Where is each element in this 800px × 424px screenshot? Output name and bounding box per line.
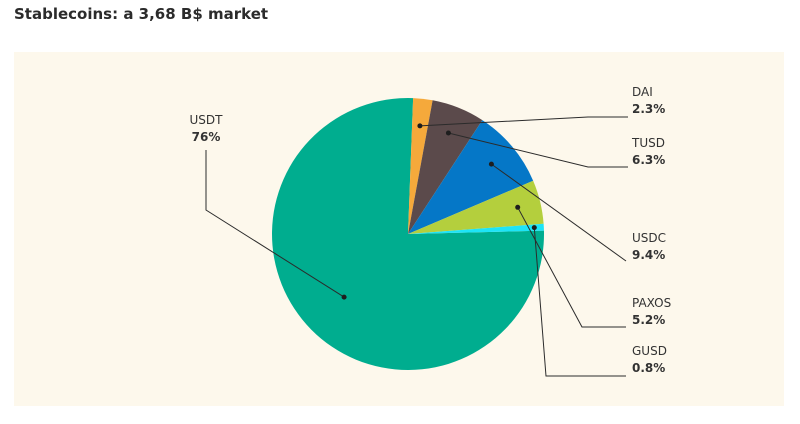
slice-value-gusd: 0.8%: [632, 361, 665, 375]
leader-line-paxos: [517, 207, 626, 328]
pie-slices: [272, 98, 545, 371]
leader-dot-usdt: [341, 294, 347, 300]
leader-dot-usdc: [488, 161, 494, 167]
pie-slice-usdc: [408, 120, 534, 234]
slice-name-gusd: GUSD: [632, 344, 667, 358]
pie-slice-paxos: [408, 180, 544, 234]
slice-name-tusd: TUSD: [631, 136, 665, 150]
slice-value-usdt: 76%: [192, 130, 221, 144]
slice-value-paxos: 5.2%: [632, 313, 665, 327]
leader-line-tusd: [448, 132, 628, 168]
chart-title: Stablecoins: a 3,68 B$ market: [14, 5, 269, 23]
slice-name-usdc: USDC: [632, 231, 666, 245]
slice-name-dai: DAI: [632, 85, 653, 99]
leader-line-usdt: [205, 150, 345, 298]
slice-value-usdc: 9.4%: [632, 248, 665, 262]
slice-name-usdt: USDT: [190, 113, 224, 127]
leader-line-gusd: [533, 227, 626, 377]
pie-slice-usdt: [272, 98, 545, 371]
slice-value-tusd: 6.3%: [632, 153, 665, 167]
leader-lines: [205, 116, 628, 377]
leader-dot-gusd: [531, 225, 537, 231]
pie-slice-gusd: [408, 223, 544, 234]
leader-dot-dai: [417, 123, 423, 129]
pie-slice-tusd: [408, 100, 483, 234]
leader-dot-tusd: [445, 130, 451, 136]
pie-slice-dai: [408, 98, 433, 234]
slice-value-dai: 2.3%: [632, 102, 665, 116]
slice-labels: USDT 76% DAI 2.3% TUSD 6.3% USDC 9.4% PAXOS 5.2% G…: [190, 85, 672, 375]
slice-name-paxos: PAXOS: [632, 296, 671, 310]
leader-dot-paxos: [515, 204, 521, 210]
leader-line-dai: [419, 116, 628, 127]
leader-line-usdc: [491, 163, 627, 262]
